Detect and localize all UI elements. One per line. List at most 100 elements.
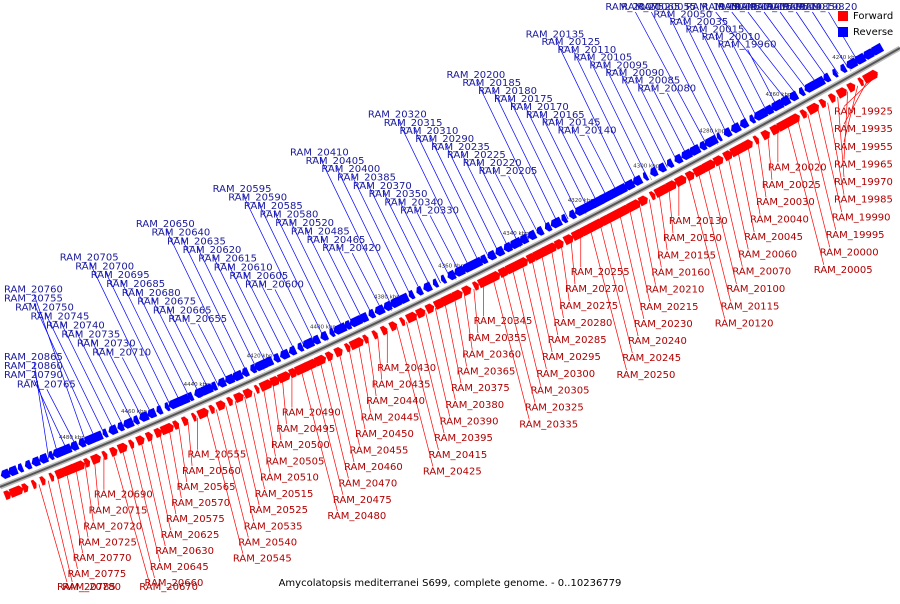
forward-gene-label: RAM_20355	[468, 333, 527, 344]
gene-reverse	[250, 363, 258, 374]
reverse-leader-line	[667, 11, 728, 136]
gene-forward	[752, 135, 760, 145]
gene-forward	[333, 347, 343, 358]
reverse-leader-line	[335, 165, 402, 303]
reverse-gene-label: RAM_20595	[213, 184, 272, 195]
reverse-leader-line	[699, 27, 748, 125]
reverse-gene-label: RAM_20580	[260, 210, 319, 221]
gene-forward	[304, 358, 318, 371]
gene-forward	[313, 354, 327, 367]
forward-gene-label: RAM_20555	[187, 450, 246, 461]
reverse-leader-line	[44, 312, 106, 436]
forward-gene-label: RAM_20660	[145, 578, 204, 589]
forward-gene-label: RAM_20545	[233, 554, 292, 565]
forward-leader-line	[708, 167, 737, 285]
forward-leader-line	[698, 173, 731, 302]
gene-reverse	[840, 63, 848, 73]
reverse-leader-line	[33, 303, 96, 440]
gene-forward	[348, 337, 364, 351]
reverse-leader-line	[257, 202, 325, 339]
forward-leader-line	[244, 396, 265, 489]
forward-leader-line	[150, 437, 171, 531]
forward-leader-line	[348, 348, 366, 430]
reverse-leader-line	[763, 11, 819, 86]
gene-forward	[3, 490, 12, 500]
gene-forward	[827, 93, 836, 104]
reverse-gene-label: RAM_19895	[750, 2, 809, 13]
reverse-leader-line	[828, 11, 859, 63]
reverse-leader-line	[523, 103, 579, 215]
gene-forward	[665, 180, 677, 192]
forward-gene-label: RAM_20785	[57, 582, 116, 593]
gene-reverse	[667, 158, 675, 168]
forward-gene-label: RAM_20505	[265, 456, 324, 467]
gene-reverse	[798, 86, 806, 97]
gene-forward	[343, 343, 351, 353]
gene-forward	[769, 124, 780, 136]
reverse-gene-label: RAM_20135	[526, 29, 585, 40]
reverse-gene-label: RAM_20745	[31, 312, 90, 323]
reverse-leader-line	[120, 280, 182, 404]
forward-gene-label: RAM_20570	[171, 498, 230, 509]
reverse-leader-line	[587, 135, 618, 194]
forward-leader-line	[463, 293, 473, 350]
gene-reverse	[187, 391, 195, 402]
forward-gene-label: RAM_20150	[663, 233, 722, 244]
forward-gene-label: RAM_19995	[826, 230, 885, 241]
reverse-leader-line	[398, 198, 441, 284]
gene-forward	[617, 204, 631, 217]
forward-leader-line	[688, 178, 726, 319]
forward-leader-line	[367, 340, 377, 397]
legend-forward-swatch	[838, 11, 848, 21]
gene-forward	[440, 293, 456, 307]
reverse-leader-line	[274, 289, 306, 348]
reverse-gene-label: RAM_20050	[653, 10, 712, 21]
forward-leader-line	[47, 480, 73, 583]
gene-reverse	[217, 377, 228, 388]
gene-reverse	[61, 443, 73, 455]
forward-gene-label: RAM_20450	[355, 429, 414, 440]
reverse-gene-label: RAM_20090	[605, 68, 664, 79]
forward-leader-line	[454, 298, 467, 367]
reverse-leader-line	[319, 157, 393, 307]
gene-forward	[846, 82, 856, 93]
gene-reverse	[527, 229, 538, 241]
reverse-leader-line	[444, 143, 500, 255]
legend: Forward Reverse	[838, 8, 900, 40]
gene-forward	[116, 442, 128, 454]
forward-gene-label: RAM_20215	[640, 302, 699, 313]
forward-gene-label: RAM_20475	[333, 495, 392, 506]
gene-reverse	[544, 221, 553, 232]
reverse-leader-line	[151, 297, 201, 396]
gene-reverse	[211, 381, 219, 391]
reverse-gene-label: RAM_20520	[275, 218, 334, 229]
forward-leader-line	[757, 141, 767, 198]
gene-reverse	[550, 216, 563, 229]
gene-reverse	[139, 411, 150, 422]
reverse-gene-label: RAM_20740	[46, 321, 105, 332]
reverse-leader-line	[429, 135, 490, 260]
forward-gene-label: RAM_20630	[155, 546, 214, 557]
reverse-gene-label: RAM_20755	[4, 293, 63, 304]
forward-gene-label: RAM_20495	[276, 424, 335, 435]
tick-label: 4460 kbp	[121, 409, 147, 415]
forward-leader-line	[502, 274, 536, 403]
forward-gene-label: RAM_19990	[832, 212, 891, 223]
gene-forward	[862, 69, 878, 84]
forward-gene-label: RAM_20535	[244, 521, 303, 532]
reverse-leader-line	[227, 263, 277, 361]
gene-reverse	[408, 289, 416, 300]
gene-reverse	[147, 407, 158, 419]
gene-forward	[562, 234, 574, 246]
reverse-gene-label: RAM_19820	[799, 2, 858, 13]
forward-gene-label: RAM_20040	[750, 215, 809, 226]
reverse-leader-line	[351, 174, 412, 298]
reverse-leader-line	[166, 306, 210, 391]
forward-gene-label: RAM_20430	[377, 363, 436, 374]
gene-reverse	[642, 171, 650, 181]
gene-forward	[606, 208, 623, 223]
forward-gene-label: RAM_20480	[327, 511, 386, 522]
forward-leader-line	[178, 425, 188, 482]
forward-leader-line	[531, 259, 553, 353]
reverse-leader-line	[555, 39, 628, 189]
